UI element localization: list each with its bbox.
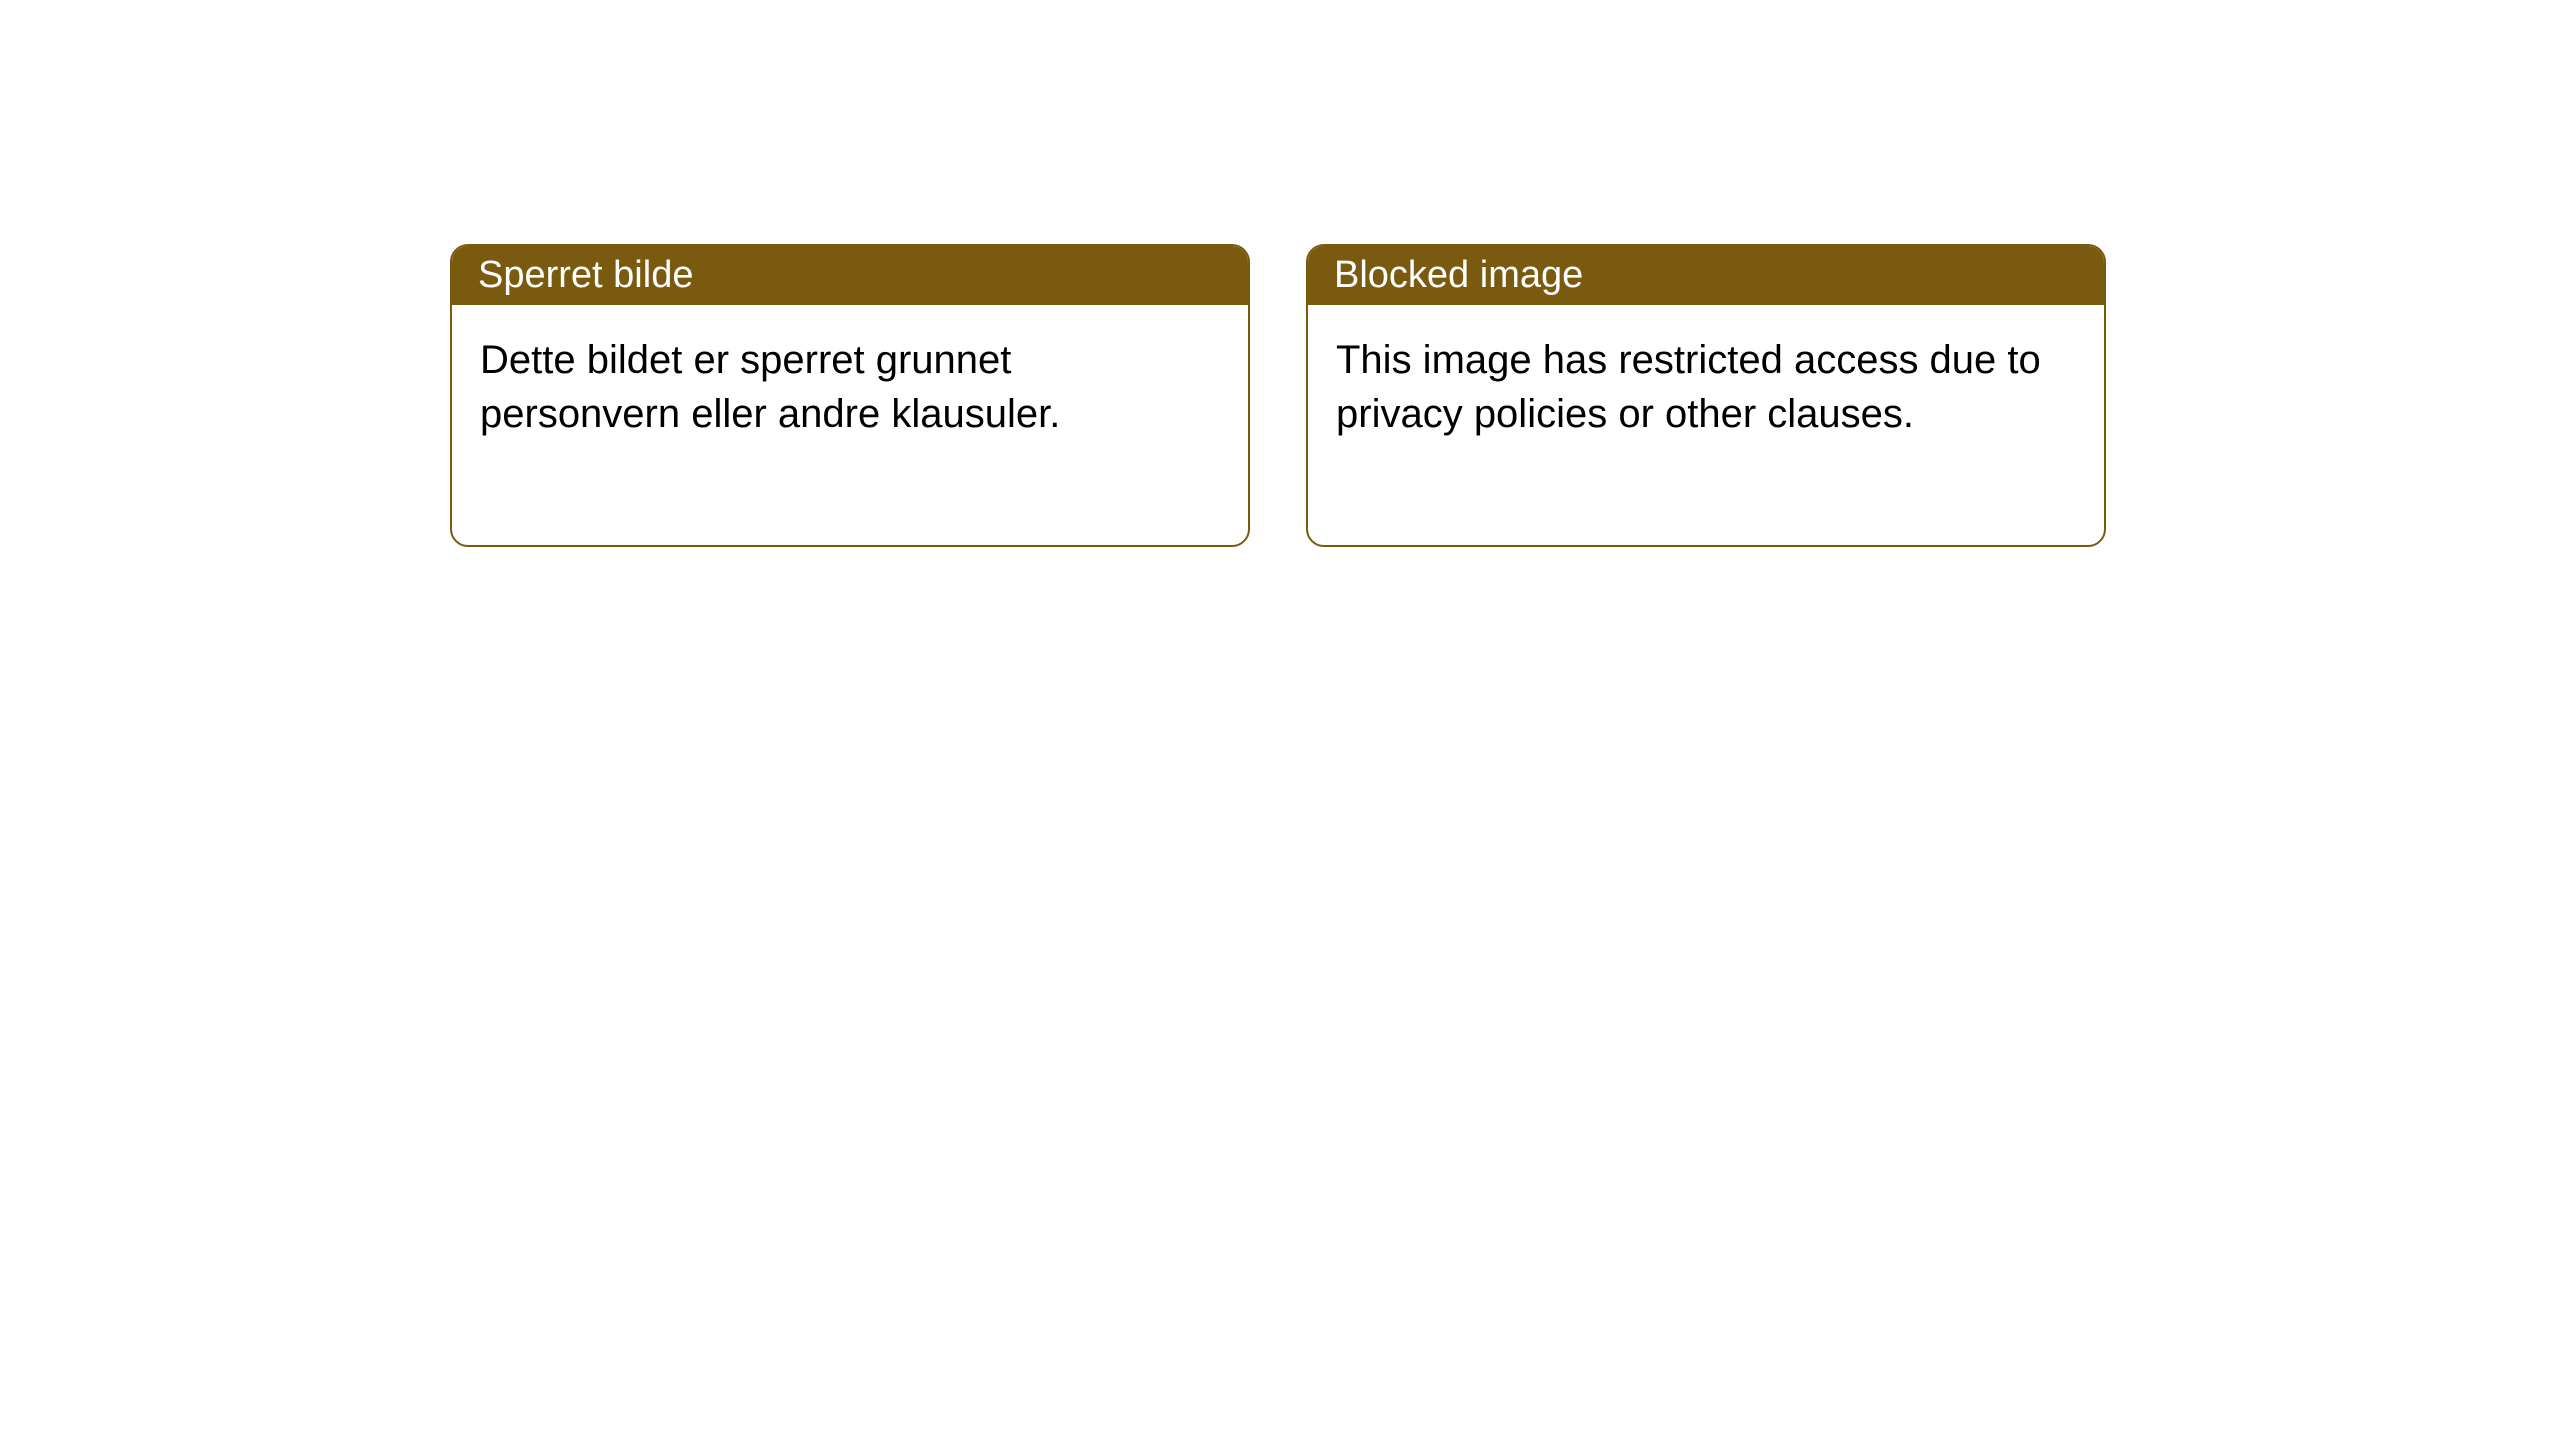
notice-container: Sperret bilde Dette bildet er sperret gr… xyxy=(450,244,2106,547)
notice-card-norwegian: Sperret bilde Dette bildet er sperret gr… xyxy=(450,244,1250,547)
notice-card-english: Blocked image This image has restricted … xyxy=(1306,244,2106,547)
notice-body: This image has restricted access due to … xyxy=(1308,305,2104,545)
notice-body: Dette bildet er sperret grunnet personve… xyxy=(452,305,1248,545)
notice-title: Blocked image xyxy=(1308,246,2104,305)
notice-title: Sperret bilde xyxy=(452,246,1248,305)
